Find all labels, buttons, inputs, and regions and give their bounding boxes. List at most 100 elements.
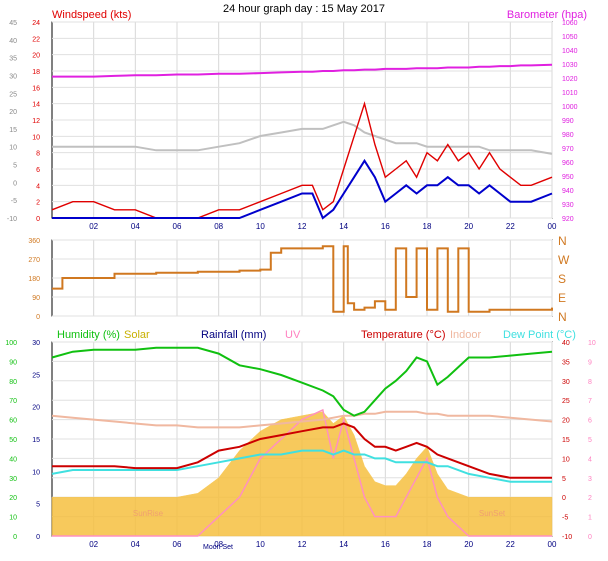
legend-6: Dew Point (°C) (503, 329, 576, 341)
baro-right-tick: 920 (562, 216, 574, 223)
direction-left-tick: 360 (28, 238, 40, 245)
wind-panel-x-tick: 06 (173, 222, 182, 231)
wind-far-left-tick: -5 (11, 198, 17, 205)
wind-far-left-tick: 35 (9, 56, 17, 63)
sunset-label: SunSet (479, 509, 506, 518)
temperature-panel-x-tick: 14 (339, 540, 348, 549)
wind-left-tick: 24 (32, 20, 40, 27)
direction-compass-label: N (558, 234, 567, 248)
baro-right-tick: 1050 (562, 34, 578, 41)
wind-average-line (52, 158, 553, 220)
humidity-tick: 100 (5, 340, 17, 347)
rain-tick: 20 (32, 405, 40, 412)
temperature-panel-x-tick: 16 (381, 540, 390, 549)
baro-right-tick: 1020 (562, 76, 578, 83)
wind-far-left-tick: 40 (9, 38, 17, 45)
wind-panel-x-tick: 16 (381, 222, 390, 231)
humidity-tick: 50 (9, 437, 17, 444)
baro-axis-title: Barometer (hpa) (507, 9, 587, 21)
wind-left-tick: 16 (32, 85, 40, 92)
baro-right-tick: 980 (562, 132, 574, 139)
wind-panel-x-tick: 14 (339, 222, 348, 231)
wind-panel-x-tick: 10 (256, 222, 265, 231)
temperature-panel-x-tick: 04 (131, 540, 140, 549)
uv-right-tick: 2 (588, 495, 592, 502)
temperature-panel-x-tick: 12 (298, 540, 307, 549)
humidity-tick: 90 (9, 359, 17, 366)
humidity-tick: 60 (9, 418, 17, 425)
wind-axis-title: Windspeed (kts) (52, 9, 131, 21)
baro-right-tick: 1030 (562, 62, 578, 69)
wind-far-left-tick: 45 (9, 20, 17, 27)
baro-right-tick: 1040 (562, 48, 578, 55)
humidity-tick: 30 (9, 476, 17, 483)
temp-right-tick: 20 (562, 418, 570, 425)
wind-panel-x-tick: 22 (506, 222, 515, 231)
wind-panel-x-tick: 12 (298, 222, 307, 231)
wind-panel-x-tick: 08 (214, 222, 223, 231)
temp-right-tick: 5 (562, 476, 566, 483)
legend-2: Rainfall (mm) (201, 329, 266, 341)
wind-left-tick: 14 (32, 102, 40, 109)
temperature-panel-x-tick: 00 (548, 540, 557, 549)
temp-right-tick: 10 (562, 456, 570, 463)
barometer-line (52, 63, 553, 78)
temp-right-tick: 25 (562, 398, 570, 405)
direction-compass-label: E (558, 291, 566, 305)
wind-far-left-tick: -10 (7, 216, 17, 223)
temperature-panel-x-tick: 02 (89, 540, 98, 549)
humidity-tick: 70 (9, 398, 17, 405)
direction-compass-label: N (558, 310, 567, 324)
baro-right-tick: 960 (562, 160, 574, 167)
rain-tick: 25 (32, 372, 40, 379)
wind-far-left-tick: 10 (9, 145, 17, 152)
temp-right-tick: 15 (562, 437, 570, 444)
uv-line (52, 408, 552, 537)
feels-line (52, 120, 553, 155)
direction-left-tick: 180 (28, 276, 40, 283)
uv-right-tick: 6 (588, 418, 592, 425)
legend-3: UV (285, 329, 301, 341)
uv-right-tick: 7 (588, 398, 592, 405)
baro-right-tick: 1000 (562, 104, 578, 111)
wind-far-left-tick: 30 (9, 73, 17, 80)
legend-1: Solar (124, 329, 150, 341)
baro-right-tick: 970 (562, 146, 574, 153)
uv-right-tick: 9 (588, 359, 592, 366)
wind-far-left-tick: 25 (9, 91, 17, 98)
wind-panel-x-tick: 20 (464, 222, 473, 231)
temp-right-tick: 40 (562, 340, 570, 347)
direction-left-tick: 0 (36, 314, 40, 321)
wind-panel-x-tick: 18 (423, 222, 432, 231)
direction-left-tick: 90 (32, 295, 40, 302)
wind-left-tick: 20 (32, 53, 40, 60)
baro-right-tick: 1060 (562, 20, 578, 27)
rain-tick: 30 (32, 340, 40, 347)
direction-compass-label: S (558, 272, 566, 286)
wind-left-tick: 18 (32, 69, 40, 76)
uv-right-tick: 0 (588, 534, 592, 541)
temperature-panel-x-tick: 22 (506, 540, 515, 549)
sunrise-label: SunRise (133, 509, 164, 518)
temp-right-tick: -5 (562, 515, 568, 522)
wind-left-tick: 10 (32, 134, 40, 141)
rain-tick: 10 (32, 469, 40, 476)
rain-tick: 15 (32, 437, 40, 444)
wind-far-left-tick: 5 (13, 163, 17, 170)
wind-left-tick: 6 (36, 167, 40, 174)
dewpoint-line (51, 449, 552, 483)
wind-left-tick: 0 (36, 216, 40, 223)
baro-right-tick: 950 (562, 174, 574, 181)
wind-far-left-tick: 20 (9, 109, 17, 116)
uv-right-tick: 8 (588, 379, 592, 386)
temp-right-tick: -10 (562, 534, 572, 541)
humidity-tick: 80 (9, 379, 17, 386)
temperature-panel-x-tick: 08 (214, 540, 223, 549)
wind-left-tick: 22 (32, 36, 40, 43)
rain-tick: 5 (36, 502, 40, 509)
baro-right-tick: 1010 (562, 90, 578, 97)
legend-4: Temperature (°C) (361, 329, 445, 341)
temp-right-tick: 35 (562, 359, 570, 366)
